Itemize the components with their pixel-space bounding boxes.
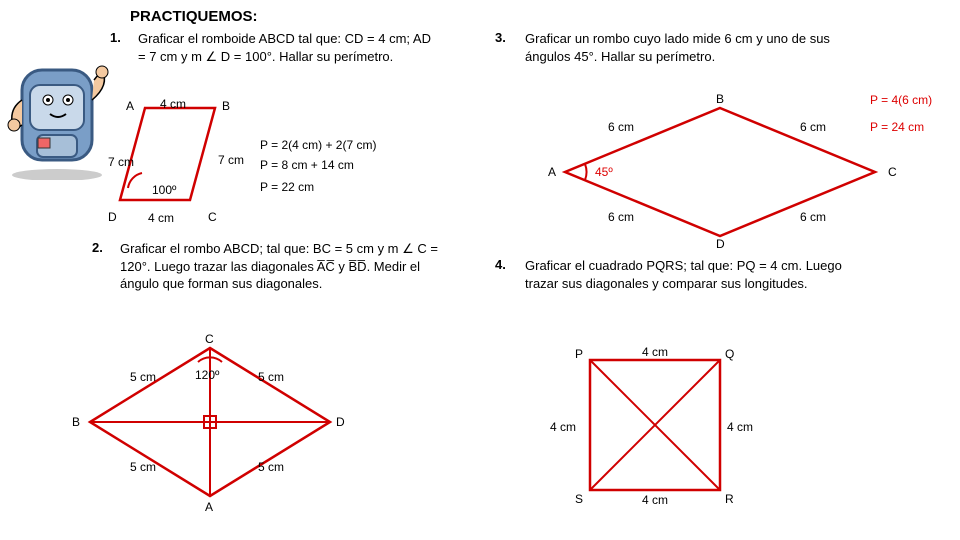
- p2-s2: 5 cm: [258, 370, 284, 384]
- p3-s2: 6 cm: [800, 120, 826, 134]
- p3-calc1: P = 4(6 cm): [870, 93, 932, 107]
- p4-text: Graficar el cuadrado PQRS; tal que: PQ =…: [525, 257, 845, 292]
- backpack-icon: [2, 30, 112, 180]
- p1-A: A: [126, 99, 134, 113]
- p1-seven: 7 cm: [218, 153, 244, 167]
- p4-left: 4 cm: [550, 420, 576, 434]
- p2-s1: 5 cm: [130, 370, 156, 384]
- p1-calc2: P = 8 cm + 14 cm: [260, 158, 354, 172]
- p4-R: R: [725, 492, 734, 506]
- p1-bottom: 4 cm: [148, 211, 174, 225]
- p1-calc3: P = 22 cm: [260, 180, 314, 194]
- p3-s3: 6 cm: [608, 210, 634, 224]
- p4-top: 4 cm: [642, 345, 668, 359]
- p1-left: 7 cm: [108, 155, 134, 169]
- p2-B: B: [72, 415, 80, 429]
- p2-D: D: [336, 415, 345, 429]
- p3-angle: 45º: [595, 165, 613, 179]
- p3-A: A: [548, 165, 556, 179]
- p4-square: [580, 350, 740, 510]
- p2-A: A: [205, 500, 213, 514]
- p2-s3: 5 cm: [130, 460, 156, 474]
- p3-C: C: [888, 165, 897, 179]
- p2-C: C: [205, 332, 214, 346]
- p3-text: Graficar un rombo cuyo lado mide 6 cm y …: [525, 30, 845, 65]
- p4-Q: Q: [725, 347, 734, 361]
- p3-D: D: [716, 237, 725, 251]
- p1-top: 4 cm: [160, 97, 186, 111]
- p1-D: D: [108, 210, 117, 224]
- p4-bottom: 4 cm: [642, 493, 668, 507]
- p3-s1: 6 cm: [608, 120, 634, 134]
- p1-angle: 100º: [152, 183, 176, 197]
- p3-calc2: P = 24 cm: [870, 120, 924, 134]
- p2-angle: 120º: [195, 368, 219, 382]
- p1-C: C: [208, 210, 217, 224]
- p4-number: 4.: [495, 257, 506, 272]
- p3-number: 3.: [495, 30, 506, 45]
- p4-S: S: [575, 492, 583, 506]
- p4-right: 4 cm: [727, 420, 753, 434]
- p4-P: P: [575, 347, 583, 361]
- p1-number: 1.: [110, 30, 121, 45]
- p2-s4: 5 cm: [258, 460, 284, 474]
- p1-parallelogram: [120, 100, 270, 220]
- p2-text: Graficar el rombo ABCD; tal que: BC = 5 …: [120, 240, 455, 293]
- p2-number: 2.: [92, 240, 103, 255]
- p1-B: B: [222, 99, 230, 113]
- p3-s4: 6 cm: [800, 210, 826, 224]
- p1-calc1: P = 2(4 cm) + 2(7 cm): [260, 138, 376, 152]
- page-title: PRACTIQUEMOS:: [130, 8, 258, 25]
- p2-rhombus: [80, 340, 340, 510]
- p3-B: B: [716, 92, 724, 106]
- p1-text: Graficar el romboide ABCD tal que: CD = …: [138, 30, 438, 65]
